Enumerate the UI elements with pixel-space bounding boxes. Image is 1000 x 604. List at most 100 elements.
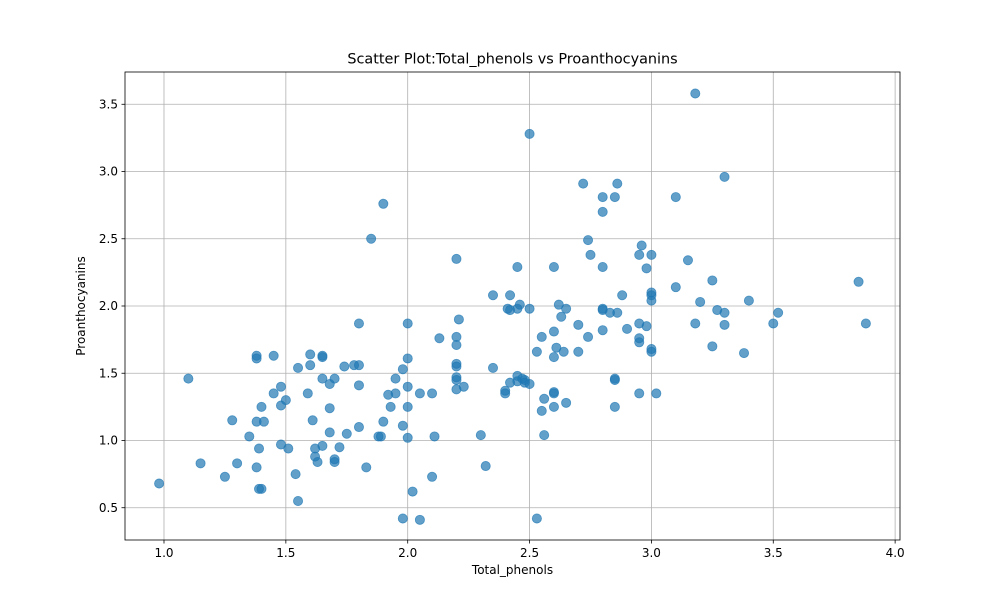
data-point — [690, 318, 701, 329]
data-point — [646, 295, 657, 306]
data-point — [324, 403, 335, 414]
data-point — [548, 401, 559, 412]
data-point — [670, 282, 681, 293]
data-point — [339, 361, 350, 372]
data-point — [524, 128, 535, 139]
data-point — [719, 171, 730, 182]
data-point — [402, 381, 413, 392]
data-point — [597, 206, 608, 217]
data-point — [634, 337, 645, 348]
data-point — [480, 461, 491, 472]
data-point — [307, 415, 318, 426]
data-point — [531, 346, 542, 357]
data-point — [290, 469, 301, 480]
data-point — [334, 442, 345, 453]
data-point — [451, 374, 462, 385]
data-point — [329, 373, 340, 384]
data-point — [305, 349, 316, 360]
data-point — [402, 353, 413, 364]
data-point — [707, 275, 718, 286]
data-point — [324, 427, 335, 438]
data-point — [251, 462, 262, 473]
data-point — [397, 364, 408, 375]
grid — [125, 72, 900, 540]
data-point — [451, 339, 462, 350]
data-point — [558, 346, 569, 357]
data-point — [256, 483, 267, 494]
x-tick-label: 1.5 — [276, 546, 295, 560]
data-point — [451, 361, 462, 372]
data-point — [353, 360, 364, 371]
y-tick-label: 2.5 — [99, 232, 118, 246]
data-point — [317, 440, 328, 451]
data-point — [597, 192, 608, 203]
y-tick-label: 1.5 — [99, 366, 118, 380]
data-point — [539, 393, 550, 404]
data-point — [244, 431, 255, 442]
data-point — [312, 456, 323, 467]
data-point — [556, 311, 567, 322]
data-point — [427, 388, 438, 399]
data-point — [524, 303, 535, 314]
data-point — [505, 290, 516, 301]
data-point — [536, 331, 547, 342]
data-point — [548, 261, 559, 272]
data-point — [302, 388, 313, 399]
data-point — [670, 192, 681, 203]
data-point — [256, 401, 267, 412]
data-point — [414, 514, 425, 525]
data-point — [634, 249, 645, 260]
y-tick-label: 2.0 — [99, 299, 118, 313]
data-point — [578, 178, 589, 189]
data-point — [280, 395, 291, 406]
data-point — [353, 422, 364, 433]
data-point — [397, 513, 408, 524]
data-point — [536, 405, 547, 416]
data-point — [583, 235, 594, 246]
data-point — [317, 350, 328, 361]
data-point — [612, 178, 623, 189]
data-points — [154, 88, 871, 525]
data-point — [361, 462, 372, 473]
data-point — [283, 443, 294, 454]
data-point — [232, 458, 243, 469]
data-point — [407, 486, 418, 497]
x-tick-label: 3.5 — [764, 546, 783, 560]
data-point — [739, 348, 750, 359]
data-point — [548, 388, 559, 399]
data-point — [219, 471, 230, 482]
data-point — [707, 341, 718, 352]
data-point — [743, 295, 754, 306]
data-point — [268, 350, 279, 361]
data-point — [690, 88, 701, 99]
data-point — [561, 397, 572, 408]
data-point — [402, 401, 413, 412]
data-point — [341, 428, 352, 439]
data-point — [227, 415, 238, 426]
data-point — [773, 307, 784, 318]
data-point — [585, 249, 596, 260]
data-point — [378, 198, 389, 209]
data-point — [609, 401, 620, 412]
data-point — [695, 296, 706, 307]
data-point — [641, 263, 652, 274]
data-point — [597, 261, 608, 272]
data-point — [682, 255, 693, 266]
data-point — [573, 319, 584, 330]
data-point — [293, 495, 304, 506]
data-point — [429, 431, 440, 442]
data-point — [548, 352, 559, 363]
data-point — [251, 353, 262, 364]
data-point — [609, 374, 620, 385]
x-tick-label: 2.0 — [398, 546, 417, 560]
data-point — [458, 381, 469, 392]
data-point — [293, 362, 304, 373]
data-point — [414, 388, 425, 399]
data-point — [434, 333, 445, 344]
data-point — [531, 513, 542, 524]
x-axis-label: Total_phenols — [471, 563, 553, 577]
data-point — [268, 388, 279, 399]
data-point — [366, 233, 377, 244]
axis-ticks: 1.0 1.5 2.0 2.5 3.0 3.5 4.0 0.5 1.0 1.5 2.0 2.5 3.0 3… — [99, 97, 905, 560]
data-point — [488, 362, 499, 373]
